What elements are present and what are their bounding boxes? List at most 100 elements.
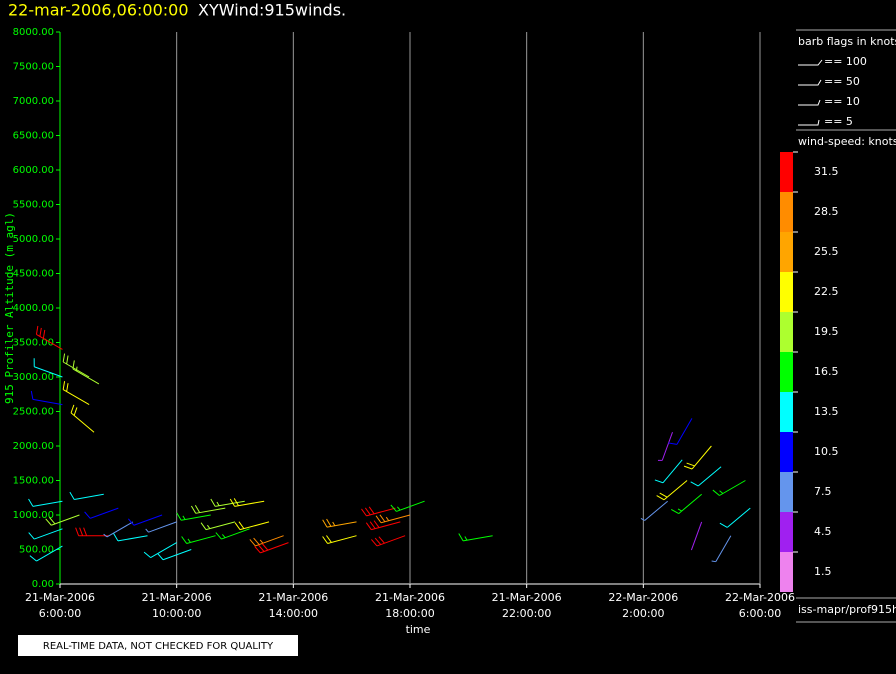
legend-barb bbox=[798, 99, 821, 106]
note-box bbox=[18, 635, 298, 656]
wind-barb bbox=[190, 505, 226, 514]
colorbar-box bbox=[780, 272, 793, 312]
colorbar-label: 31.5 bbox=[814, 165, 839, 178]
colorbar-label: 4.5 bbox=[814, 525, 832, 538]
x-tick-label: 21-Mar-2006 bbox=[375, 591, 445, 604]
colorbar-label: 10.5 bbox=[814, 445, 839, 458]
wind-barb bbox=[181, 535, 216, 544]
y-tick-label: 4500.00 bbox=[13, 269, 54, 280]
wind-barb bbox=[640, 500, 668, 521]
y-tick-label: 5500.00 bbox=[13, 200, 54, 211]
wind-barb bbox=[690, 466, 722, 487]
x-tick-label: 10:00:00 bbox=[152, 607, 201, 620]
wind-barb bbox=[45, 514, 80, 526]
source: iss-mapr/prof915h bbox=[798, 603, 896, 616]
wind-barb bbox=[371, 535, 406, 547]
wind-barb bbox=[670, 493, 702, 515]
wind-barb bbox=[712, 480, 746, 496]
colorbar-box bbox=[780, 512, 793, 552]
y-tick-label: 7500.00 bbox=[13, 62, 54, 73]
x-tick-label: 6:00:00 bbox=[739, 607, 781, 620]
wind-barb bbox=[361, 506, 396, 517]
wind-barb bbox=[176, 512, 211, 521]
wind-barb bbox=[33, 358, 63, 378]
legend-barb bbox=[798, 59, 823, 66]
colorbar-label: 1.5 bbox=[814, 565, 832, 578]
y-tick-label: 2000.00 bbox=[13, 441, 54, 452]
x-tick-label: 18:00:00 bbox=[385, 607, 434, 620]
colorbar-box bbox=[780, 432, 793, 472]
colorbar-box bbox=[780, 192, 793, 232]
wind-barb bbox=[683, 445, 712, 470]
wind-barb bbox=[657, 432, 673, 461]
colorbar-box bbox=[780, 472, 793, 512]
wind-barb bbox=[375, 514, 411, 524]
colorbar-label: 13.5 bbox=[814, 405, 839, 418]
y-tick-label: 2500.00 bbox=[13, 407, 54, 418]
x-tick-label: 21-Mar-2006 bbox=[25, 591, 95, 604]
y-tick-label: 8000.00 bbox=[13, 27, 54, 38]
wind-barb bbox=[654, 459, 683, 484]
wind-barb bbox=[249, 535, 284, 547]
colorbar-box bbox=[780, 352, 793, 392]
y-tick-label: 6500.00 bbox=[13, 131, 54, 142]
y-tick-label: 5000.00 bbox=[13, 234, 54, 245]
wind-barb bbox=[103, 521, 134, 538]
wind-barb bbox=[75, 527, 109, 537]
x-tick-label: 21-Mar-2006 bbox=[258, 591, 328, 604]
wind-barb bbox=[28, 498, 63, 507]
colorbar-label: 28.5 bbox=[814, 205, 839, 218]
colorbar-box bbox=[780, 232, 793, 272]
wind-barb bbox=[668, 418, 693, 445]
x-tick-label: 21-Mar-2006 bbox=[142, 591, 212, 604]
wind-barb bbox=[200, 521, 236, 531]
colorbar-box bbox=[780, 152, 793, 192]
wind-barb bbox=[84, 507, 119, 519]
y-tick-label: 1000.00 bbox=[13, 510, 54, 521]
x-tick-label: 22-Mar-2006 bbox=[725, 591, 795, 604]
y-tick-label: 3500.00 bbox=[13, 338, 54, 349]
wind-barb bbox=[157, 549, 192, 561]
y-tick-label: 7000.00 bbox=[13, 96, 54, 107]
wind-barb bbox=[229, 498, 265, 507]
wind-barb bbox=[29, 545, 63, 562]
wind-barb bbox=[145, 521, 177, 533]
colorbar-label: 19.5 bbox=[814, 325, 839, 338]
x-axis-label: time bbox=[406, 623, 431, 636]
wind-barb bbox=[215, 528, 250, 540]
wind-barb bbox=[72, 360, 100, 385]
barb-legend-title: barb flags in knots bbox=[798, 35, 896, 48]
wind-barb bbox=[254, 542, 289, 554]
y-tick-label: 3000.00 bbox=[13, 372, 54, 383]
colorbar-box bbox=[780, 312, 793, 352]
wind-barb bbox=[70, 404, 95, 433]
wind-barb bbox=[62, 381, 90, 406]
x-tick-label: 22-Mar-2006 bbox=[608, 591, 678, 604]
x-tick-label: 2:00:00 bbox=[622, 607, 664, 620]
wind-barb bbox=[711, 535, 732, 563]
x-tick-label: 22:00:00 bbox=[502, 607, 551, 620]
legend-label: == 5 bbox=[824, 115, 853, 128]
wind-barb bbox=[322, 518, 357, 528]
wind-barb bbox=[210, 498, 245, 507]
legend-label: == 100 bbox=[824, 55, 867, 68]
colorbar-title: wind-speed: knots bbox=[798, 135, 896, 148]
wind-barb bbox=[390, 500, 425, 512]
wind-barb bbox=[322, 535, 357, 544]
colorbar-label: 22.5 bbox=[814, 285, 839, 298]
wind-barb bbox=[234, 521, 270, 531]
wind-barb bbox=[28, 528, 63, 540]
wind-barb bbox=[69, 491, 104, 501]
legend-barb bbox=[798, 79, 822, 86]
y-axis-label: 915 Profiler Altitude (m agl) bbox=[3, 212, 16, 404]
colorbar-box bbox=[780, 552, 793, 592]
chart-title: 22-mar-2006,06:00:00 bbox=[8, 1, 189, 20]
y-tick-label: 0.00 bbox=[32, 579, 54, 590]
chart-subtitle: XYWind:915winds. bbox=[198, 1, 346, 20]
wind-barb bbox=[143, 542, 177, 559]
legend-label: == 10 bbox=[824, 95, 860, 108]
wind-barb bbox=[690, 521, 703, 551]
colorbar-box bbox=[780, 392, 793, 432]
